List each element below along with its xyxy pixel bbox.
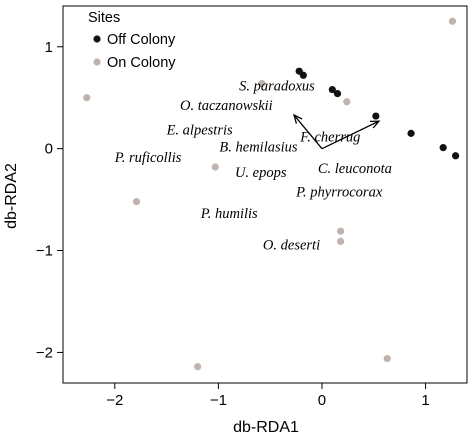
point-off-colony [452,152,460,160]
point-on-colony [337,237,345,245]
x-axis-title: db-RDA1 [233,419,299,436]
species-label: F. cherrug [299,130,360,146]
species-label: O. deserti [263,238,320,254]
ticks: −2 −1 0 1 −2 −1 0 1 [36,39,430,409]
legend-marker-off-colony [93,35,101,43]
legend-label-off-colony: Off Colony [107,32,176,48]
species-label: P. phyrrocorax [295,185,383,201]
point-off-colony [333,90,342,98]
point-off-colony [328,85,336,94]
point-off-colony [299,71,307,79]
species-label: P. ruficollis [114,150,182,166]
species-vector-arrowhead [292,113,303,124]
species-label: C. leuconota [318,161,392,177]
point-on-colony [343,98,351,106]
point-on-colony [194,363,202,371]
legend-label-on-colony: On Colony [107,55,176,71]
y-tick-label: 0 [45,141,53,158]
point-on-colony [383,354,391,363]
species-vector-line [321,120,380,150]
x-tick-label: −2 [106,392,123,409]
species-label: O. taczanowskii [180,98,273,114]
species-label: B. hemilasius [219,140,297,156]
species-labels: S. paradoxus O. taczanowskii E. alpestris F… [114,79,392,254]
species-vector-line [293,114,323,150]
point-on-colony [258,79,266,88]
x-tick-label: 1 [421,392,429,409]
point-on-colony [448,17,457,25]
species-label: S. paradoxus [239,79,315,95]
legend-title: Sites [88,10,120,26]
point-off-colony [372,112,380,120]
species-vectors [292,113,381,150]
species-label: P. humilis [200,206,258,222]
point-on-colony [132,198,141,206]
legend: Sites Off Colony On Colony [88,10,176,71]
point-off-colony [439,144,447,152]
y-tick-label: 1 [45,39,53,56]
y-tick-label: −2 [36,344,53,361]
y-axis-title: db-RDA2 [3,163,20,229]
species-label: U. epops [235,165,287,181]
x-tick-label: −1 [210,392,227,409]
point-on-colony [211,163,219,171]
axes: db-RDA1 db-RDA2 [3,5,468,436]
species-label: E. alpestris [166,122,233,138]
point-on-colony [337,227,345,235]
species-vector-arrowhead [369,120,381,129]
y-tick-label: −1 [36,243,53,260]
x-tick-label: 0 [318,392,326,409]
legend-marker-on-colony [93,58,101,66]
point-off-colony [407,129,415,137]
plot-frame [62,5,468,384]
point-on-colony [83,94,91,102]
site-points [83,17,460,371]
